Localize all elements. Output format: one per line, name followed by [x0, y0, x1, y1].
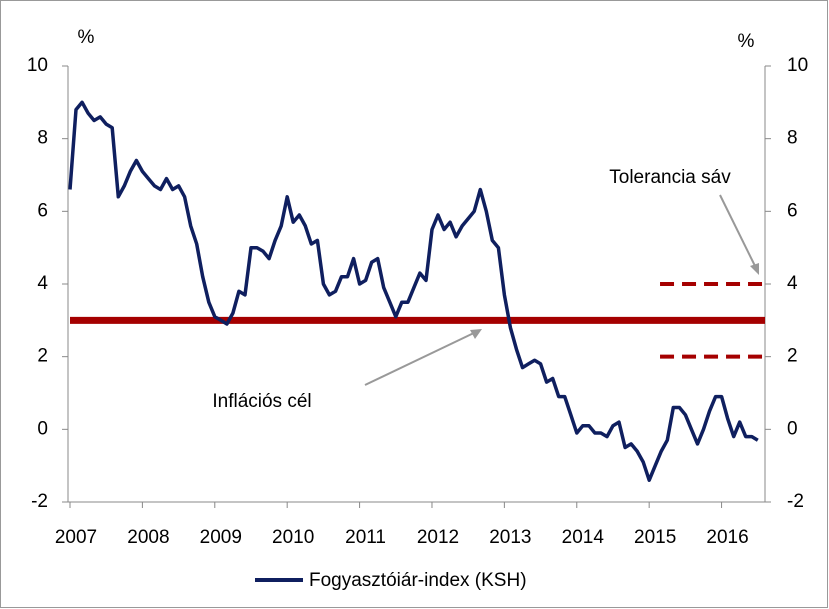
annotation-arrow: [364, 330, 479, 386]
y-tick-label: -2: [31, 491, 48, 512]
x-tick-label: 2009: [200, 527, 242, 548]
y2-tick-label: 2: [787, 346, 798, 367]
x-tick-label: 2016: [706, 527, 748, 548]
series-line: [68, 100, 759, 482]
y2-unit: %: [738, 31, 755, 52]
x-tick-label: 2010: [272, 527, 314, 548]
arrowhead: [470, 329, 482, 339]
legend-label: Fogyasztóiár-index (KSH): [309, 570, 527, 591]
x-tick-label: 2015: [634, 527, 676, 548]
y2-tick-label: 4: [787, 273, 798, 294]
y-unit: %: [78, 27, 95, 48]
y2-tick-label: -2: [787, 491, 804, 512]
x-tick-label: 2012: [417, 527, 459, 548]
y-tick-label: 4: [37, 273, 48, 294]
x-tick-label: 2011: [345, 527, 386, 548]
x-tick-label: 2013: [489, 527, 531, 548]
y-tick-label: 2: [37, 346, 48, 367]
arrowhead: [750, 263, 759, 275]
y-tick-label: 10: [27, 55, 48, 76]
x-tick-label: 2007: [55, 527, 97, 548]
x-tick-label: 2008: [127, 527, 169, 548]
y2-tick-label: 10: [787, 55, 808, 76]
y-tick-label: 8: [37, 128, 48, 149]
y2-tick-label: 6: [787, 200, 798, 221]
annotation: Inflációs cél: [212, 391, 311, 412]
y-tick-label: 6: [37, 200, 48, 221]
x-tick-label: 2014: [562, 527, 605, 548]
y-tick-label: 0: [37, 418, 48, 439]
annotation-arrow: [719, 194, 757, 269]
y2-tick-label: 0: [787, 418, 798, 439]
annotation: Tolerancia sáv: [609, 167, 731, 188]
y2-tick-label: 8: [787, 128, 798, 149]
